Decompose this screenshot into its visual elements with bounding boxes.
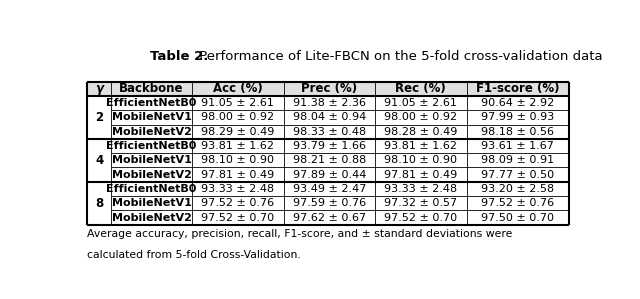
Bar	[88, 110, 568, 124]
Text: MobileNetV2: MobileNetV2	[111, 170, 191, 180]
Text: 93.33 ± 2.48: 93.33 ± 2.48	[384, 184, 458, 194]
Text: 97.59 ± 0.76: 97.59 ± 0.76	[292, 198, 366, 208]
Bar	[88, 182, 568, 196]
Text: calculated from 5-fold Cross-Validation.: calculated from 5-fold Cross-Validation.	[88, 250, 301, 260]
Text: 98.21 ± 0.88: 98.21 ± 0.88	[292, 155, 366, 165]
Text: 93.33 ± 2.48: 93.33 ± 2.48	[201, 184, 275, 194]
Text: 97.81 ± 0.49: 97.81 ± 0.49	[384, 170, 458, 180]
Text: 97.52 ± 0.76: 97.52 ± 0.76	[481, 198, 554, 208]
Text: MobileNetV1: MobileNetV1	[111, 198, 191, 208]
Text: 98.28 ± 0.49: 98.28 ± 0.49	[384, 127, 458, 137]
Text: Table 2. Performance of Lite-FBCN on the 5-fold cross-validation data: Table 2. Performance of Lite-FBCN on the…	[0, 298, 1, 299]
Text: 8: 8	[95, 197, 103, 210]
Text: EfficientNetB0: EfficientNetB0	[106, 98, 196, 108]
Text: 93.49 ± 2.47: 93.49 ± 2.47	[292, 184, 366, 194]
Bar	[88, 139, 568, 153]
Text: 97.32 ± 0.57: 97.32 ± 0.57	[384, 198, 458, 208]
Text: 97.99 ± 0.93: 97.99 ± 0.93	[481, 112, 554, 122]
Bar	[88, 124, 568, 139]
Text: 4: 4	[95, 154, 103, 167]
Bar	[88, 167, 568, 182]
Text: 98.00 ± 0.92: 98.00 ± 0.92	[384, 112, 458, 122]
Text: 93.81 ± 1.62: 93.81 ± 1.62	[202, 141, 275, 151]
Text: 98.18 ± 0.56: 98.18 ± 0.56	[481, 127, 554, 137]
Text: MobileNetV2: MobileNetV2	[111, 213, 191, 222]
Text: 98.00 ± 0.92: 98.00 ± 0.92	[201, 112, 275, 122]
Bar	[88, 196, 568, 210]
Bar	[88, 82, 568, 96]
Text: 97.52 ± 0.70: 97.52 ± 0.70	[201, 213, 275, 222]
Text: 2: 2	[95, 111, 103, 124]
Text: 91.05 ± 2.61: 91.05 ± 2.61	[385, 98, 457, 108]
Text: 98.09 ± 0.91: 98.09 ± 0.91	[481, 155, 554, 165]
Text: 90.64 ± 2.92: 90.64 ± 2.92	[481, 98, 554, 108]
Text: Rec (%): Rec (%)	[396, 83, 446, 95]
Text: MobileNetV2: MobileNetV2	[111, 127, 191, 137]
Text: Prec (%): Prec (%)	[301, 83, 357, 95]
Text: 98.33 ± 0.48: 98.33 ± 0.48	[292, 127, 366, 137]
Text: 91.38 ± 2.36: 91.38 ± 2.36	[293, 98, 366, 108]
Bar	[88, 153, 568, 167]
Text: 98.10 ± 0.90: 98.10 ± 0.90	[385, 155, 458, 165]
Text: 97.52 ± 0.70: 97.52 ± 0.70	[384, 213, 458, 222]
Text: EfficientNetB0: EfficientNetB0	[106, 141, 196, 151]
Text: 98.29 ± 0.49: 98.29 ± 0.49	[201, 127, 275, 137]
Text: 93.61 ± 1.67: 93.61 ± 1.67	[481, 141, 554, 151]
Text: 93.81 ± 1.62: 93.81 ± 1.62	[385, 141, 458, 151]
Text: 97.50 ± 0.70: 97.50 ± 0.70	[481, 213, 554, 222]
Text: 97.81 ± 0.49: 97.81 ± 0.49	[201, 170, 275, 180]
Text: 97.52 ± 0.76: 97.52 ± 0.76	[201, 198, 275, 208]
Text: Average accuracy, precision, recall, F1-score, and ± standard deviations were: Average accuracy, precision, recall, F1-…	[88, 229, 513, 239]
Text: 97.89 ± 0.44: 97.89 ± 0.44	[292, 170, 366, 180]
Text: 98.10 ± 0.90: 98.10 ± 0.90	[202, 155, 275, 165]
Text: 91.05 ± 2.61: 91.05 ± 2.61	[202, 98, 274, 108]
Text: EfficientNetB0: EfficientNetB0	[106, 184, 196, 194]
Text: 98.04 ± 0.94: 98.04 ± 0.94	[292, 112, 366, 122]
Text: 97.77 ± 0.50: 97.77 ± 0.50	[481, 170, 554, 180]
Text: Performance of Lite-FBCN on the 5-fold cross-validation data: Performance of Lite-FBCN on the 5-fold c…	[195, 50, 603, 63]
Text: MobileNetV1: MobileNetV1	[111, 112, 191, 122]
Bar	[88, 210, 568, 225]
Text: F1-score (%): F1-score (%)	[476, 83, 559, 95]
Text: Table 2.: Table 2.	[150, 50, 209, 63]
Text: MobileNetV1: MobileNetV1	[111, 155, 191, 165]
Text: Backbone: Backbone	[119, 83, 184, 95]
Text: 93.79 ± 1.66: 93.79 ± 1.66	[293, 141, 366, 151]
Text: 97.62 ± 0.67: 97.62 ± 0.67	[292, 213, 366, 222]
Text: γ: γ	[95, 83, 103, 95]
Text: 93.20 ± 2.58: 93.20 ± 2.58	[481, 184, 554, 194]
Bar	[88, 96, 568, 110]
Text: Acc (%): Acc (%)	[213, 83, 262, 95]
